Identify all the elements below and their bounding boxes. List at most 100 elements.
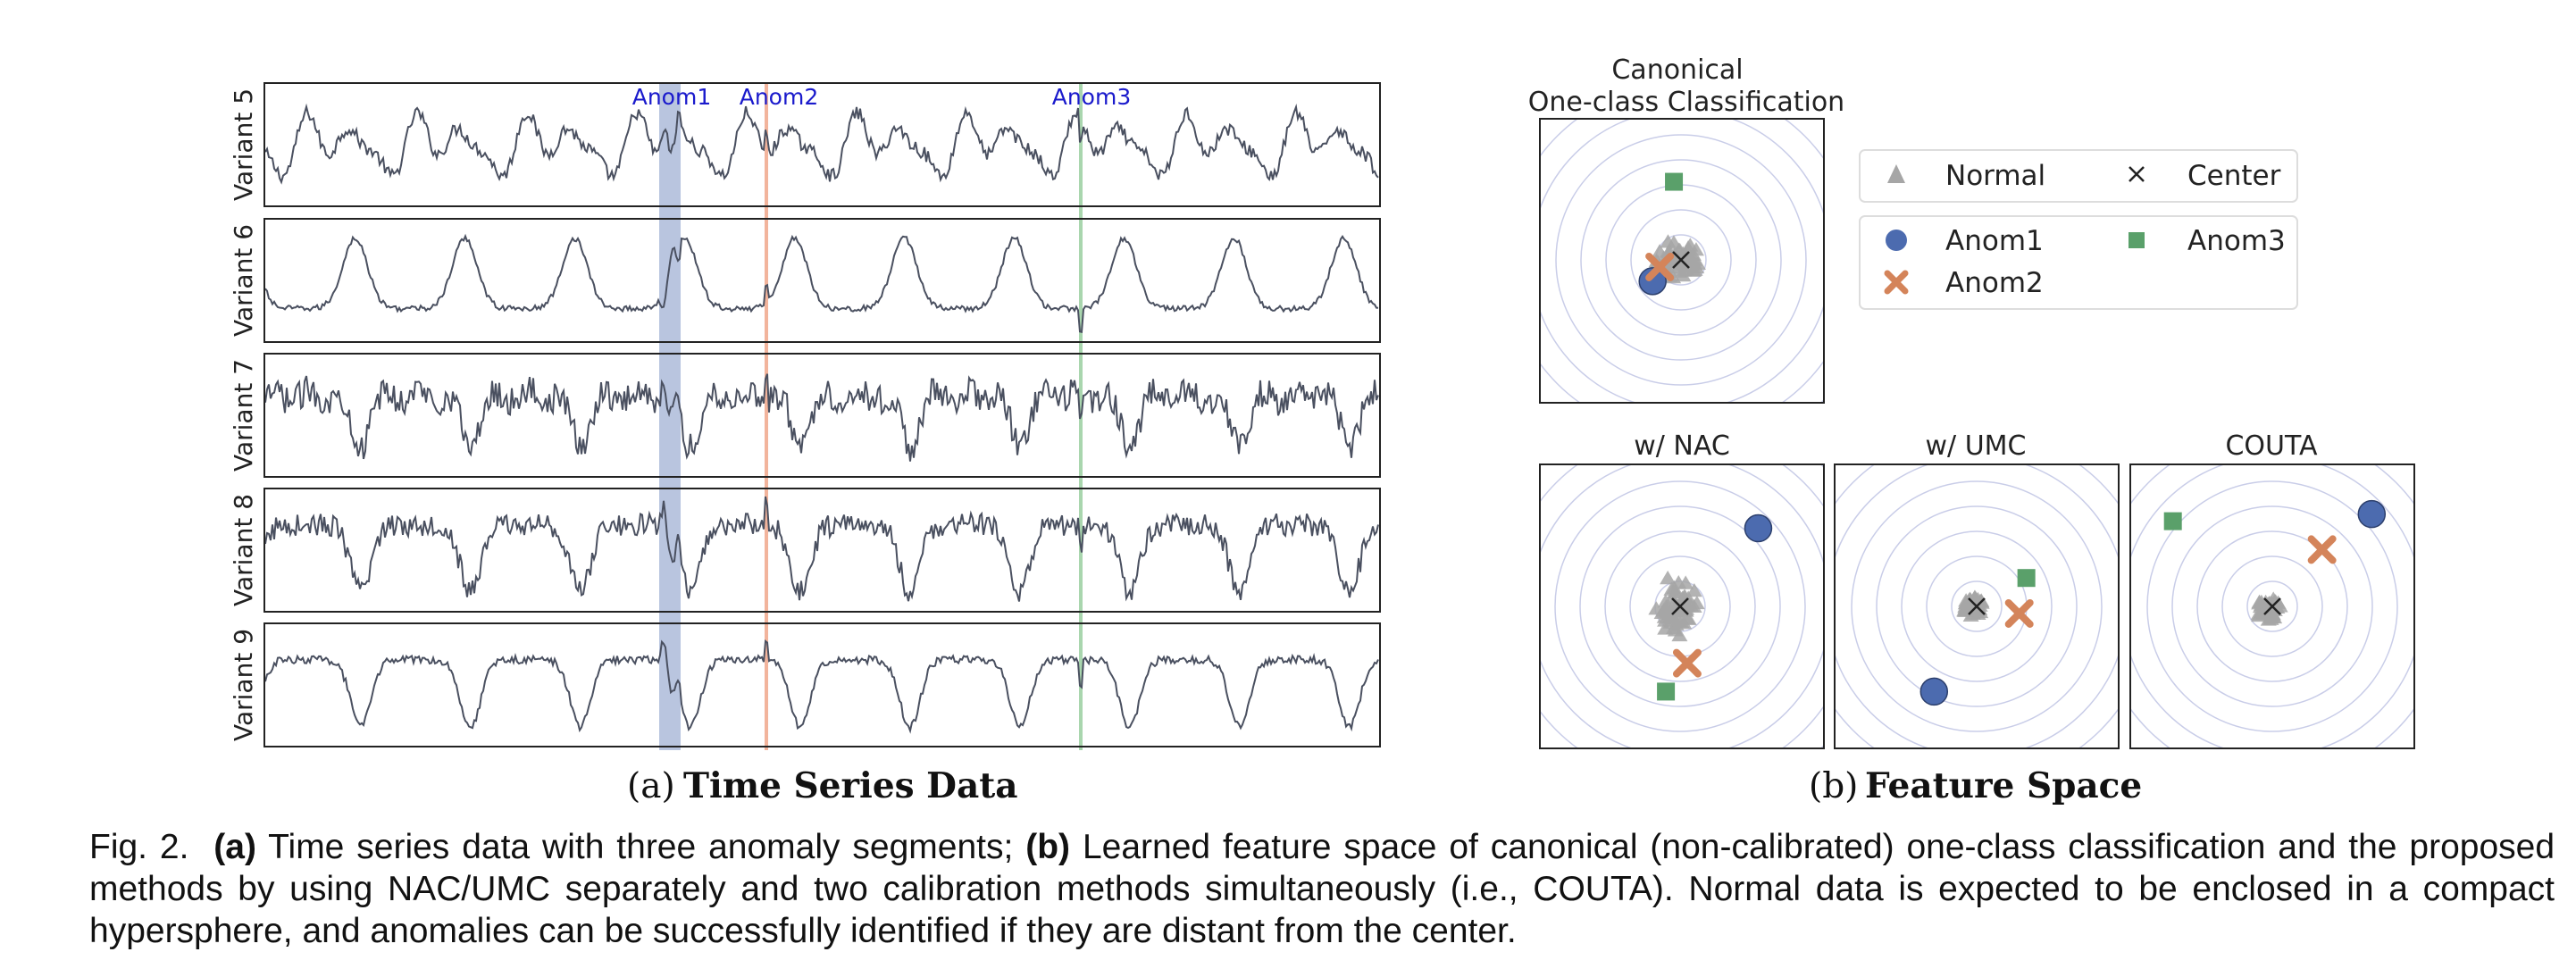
legend-normal-label: Normal [1945, 160, 2045, 192]
hypersphere-ring [1876, 505, 2078, 707]
normal-point [1685, 598, 1702, 613]
variant-label: Variant 6 [229, 224, 258, 337]
hypersphere-ring [1630, 209, 1732, 311]
normal-point [1685, 246, 1702, 261]
caption-b-tag: (b) [1025, 828, 1071, 866]
anom1-point [1919, 677, 1949, 706]
anom2-label: Anom2 [740, 84, 819, 110]
legend-anom1-label: Anom1 [1945, 225, 2044, 257]
normal-point [1666, 580, 1683, 594]
anom3-point [1657, 682, 1676, 701]
variant-axes-frame [263, 488, 1381, 613]
feature-subplot [1834, 463, 2120, 749]
hypersphere-ring [2171, 505, 2373, 707]
anom1-band [659, 83, 681, 750]
hypersphere-ring [1604, 530, 1756, 682]
hypersphere-ring [1951, 580, 2003, 632]
anom3-point [2017, 569, 2036, 588]
legend-center-marker [2129, 166, 2145, 182]
subplot-title-couta: COUTA [2225, 430, 2318, 462]
normal-point [1958, 595, 1975, 610]
caption-a-text: Time series data with three anomaly segm… [268, 828, 1014, 866]
anom3-point [1665, 172, 1684, 191]
anom1-point [1638, 267, 1667, 296]
panel-b-feature-space: Canonical One-class Classification w/ NA… [1528, 54, 2415, 806]
normal-point [1660, 570, 1677, 585]
hypersphere-ring [2146, 480, 2398, 732]
variant-series-line [264, 103, 1379, 185]
anom2-point [2004, 598, 2034, 628]
normal-point [2259, 602, 2276, 616]
variant-axes-frame [263, 82, 1381, 207]
caption-fig-label: Fig. 2. [89, 828, 189, 866]
anom1-point [2357, 499, 2387, 529]
variant-label: Variant 7 [229, 359, 258, 472]
canonical-title-line1: Canonical [1611, 54, 1743, 86]
variant-subplot: Variant 9 [229, 622, 1381, 747]
feature-axes-frame [1539, 463, 1825, 749]
figure-caption: Fig. 2. (a) Time series data with three … [89, 826, 2555, 952]
feature-subplot [2129, 463, 2415, 749]
legend-anom1-marker [1886, 230, 1907, 251]
caption-b-text: Learned feature space of canonical (non-… [89, 828, 2555, 950]
canonical-title-line2: One-class Classification [1528, 87, 1844, 118]
hypersphere-ring [2246, 580, 2298, 632]
hypersphere-ring [1555, 134, 1807, 386]
legend-normal-marker [1887, 164, 1905, 183]
anom3-point [2163, 512, 2182, 530]
caption-a-tag: (a) [213, 828, 256, 866]
variant-label: Variant 9 [229, 629, 258, 741]
center-marker [2263, 597, 2281, 615]
legend-box-top [1859, 149, 2298, 203]
normal-point [1680, 611, 1697, 625]
variant-series-line [264, 373, 1379, 462]
hypersphere-ring [1901, 530, 2053, 682]
legend-anom3-marker [2129, 232, 2145, 248]
normal-point [1676, 600, 1693, 615]
variant-axes-frame [263, 622, 1381, 747]
panel-a-caption-title: Time Series Data [683, 765, 1018, 806]
normal-point [1685, 582, 1702, 597]
hypersphere-ring [1851, 480, 2103, 732]
hypersphere-ring [1579, 505, 1781, 707]
feature-axes-frame [1834, 463, 2120, 749]
normal-point [1969, 596, 1986, 610]
feature-subplot [1539, 463, 1825, 749]
variant-subplots: Variant 5 Variant 6 Variant 7 Variant 8 Vari… [229, 82, 1381, 747]
normal-point [1664, 590, 1681, 605]
panel-a-caption-letter: (a) [627, 766, 675, 806]
variant-subplot: Variant 7 [229, 353, 1381, 478]
normal-point [1672, 256, 1689, 271]
variant-subplot: Variant 8 [229, 488, 1381, 613]
variant-subplot: Variant 5 [229, 82, 1381, 207]
normal-point [1665, 602, 1682, 616]
center-marker [1671, 597, 1689, 615]
variant-series-line [264, 233, 1379, 334]
legend-box-bottom [1859, 215, 2298, 310]
variant-series-line [264, 496, 1379, 602]
variant-label: Variant 5 [229, 88, 258, 201]
feature-axes-frame [1539, 118, 1825, 404]
variant-label: Variant 8 [229, 494, 258, 606]
subplot-title-nac: w/ NAC [1634, 430, 1730, 462]
hypersphere-ring [2221, 555, 2323, 657]
variant-axes-frame [263, 353, 1381, 478]
variant-axes-frame [263, 218, 1381, 343]
legend-anom3-label: Anom3 [2187, 225, 2286, 257]
legend-anom2-label: Anom2 [1945, 267, 2044, 299]
normal-point [1677, 575, 1694, 589]
normal-point [1686, 262, 1703, 276]
feature-axes-frame [2129, 463, 2415, 749]
subplot-title-umc: w/ UMC [1926, 430, 2027, 462]
variant-subplot: Variant 6 [229, 218, 1381, 343]
normal-point [1657, 613, 1674, 627]
feature-space-plots [1539, 118, 2415, 749]
normal-point [1665, 235, 1682, 249]
panel-b-caption-title: Feature Space [1865, 765, 2142, 806]
legend-center-label: Center [2187, 160, 2281, 192]
panel-b-caption-letter: (b) [1809, 766, 1858, 806]
hypersphere-ring [1554, 480, 1806, 732]
normal-point [1671, 242, 1688, 257]
